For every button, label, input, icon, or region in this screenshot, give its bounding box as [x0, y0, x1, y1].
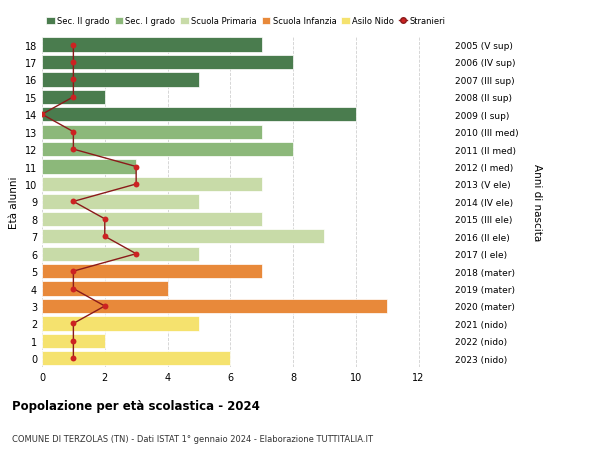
Point [100, 233, 110, 241]
Legend: Sec. II grado, Sec. I grado, Scuola Primaria, Scuola Infanzia, Asilo Nido, Stran: Sec. II grado, Sec. I grado, Scuola Prim… [46, 17, 446, 26]
Point [68, 77, 78, 84]
Bar [42, 143, 293, 157]
Y-axis label: Età alunni: Età alunni [9, 176, 19, 228]
Y-axis label: Anni di nascita: Anni di nascita [532, 163, 542, 241]
Bar [42, 125, 262, 140]
Bar [42, 195, 199, 209]
Bar [42, 108, 356, 122]
Bar [42, 352, 230, 366]
Bar [42, 178, 262, 192]
Point [131, 181, 141, 188]
Bar [42, 73, 199, 87]
Bar [42, 334, 105, 348]
Bar [42, 247, 199, 261]
Point [100, 216, 110, 223]
Point [68, 337, 78, 345]
Bar [42, 282, 167, 296]
Point [68, 268, 78, 275]
Bar [42, 56, 293, 70]
Bar [42, 264, 262, 279]
Point [68, 129, 78, 136]
Point [68, 320, 78, 327]
Bar [42, 230, 325, 244]
Text: Popolazione per età scolastica - 2024: Popolazione per età scolastica - 2024 [12, 399, 260, 412]
Bar [42, 38, 262, 52]
Bar [42, 160, 136, 174]
Point [68, 94, 78, 101]
Point [131, 251, 141, 258]
Text: COMUNE DI TERZOLAS (TN) - Dati ISTAT 1° gennaio 2024 - Elaborazione TUTTITALIA.I: COMUNE DI TERZOLAS (TN) - Dati ISTAT 1° … [12, 434, 373, 443]
Point [68, 198, 78, 206]
Point [68, 42, 78, 49]
Point [131, 163, 141, 171]
Point [100, 302, 110, 310]
Bar [42, 90, 105, 105]
Point [68, 146, 78, 153]
Point [68, 355, 78, 362]
Bar [42, 299, 387, 313]
Point [68, 285, 78, 292]
Point [37, 112, 47, 119]
Bar [42, 317, 199, 331]
Point [68, 59, 78, 67]
Bar [42, 212, 262, 226]
